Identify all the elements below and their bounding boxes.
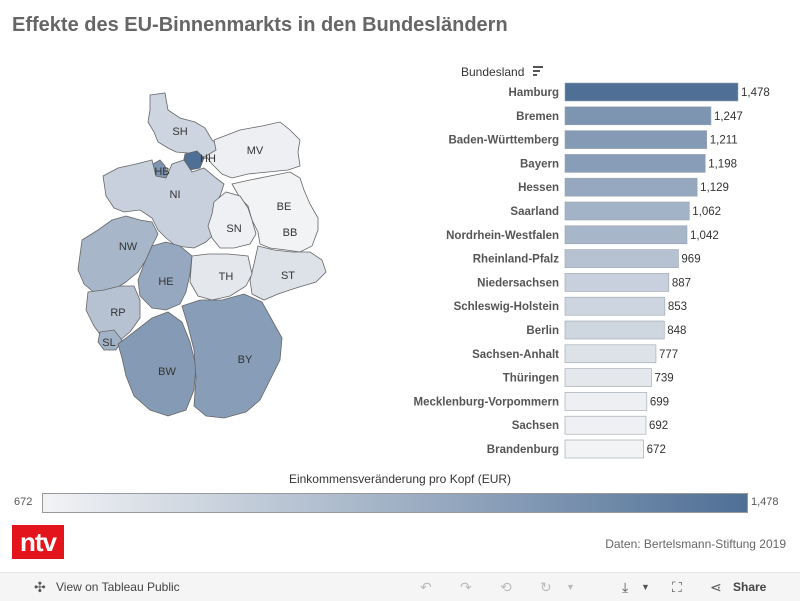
bar[interactable]	[564, 130, 708, 149]
state-label-th: TH	[219, 271, 234, 283]
chart-title: Effekte des EU-Binnenmarkts in den Bunde…	[12, 14, 508, 36]
bar-value-label: 692	[649, 420, 668, 432]
state-label-he: HE	[158, 276, 173, 288]
color-legend-gradient	[42, 493, 748, 513]
bar[interactable]	[564, 106, 712, 126]
state-label-hb: HB	[154, 166, 169, 178]
state-label-sl: SL	[102, 337, 115, 349]
bar-category-label: Baden-Württemberg	[448, 135, 559, 147]
state-label-st: ST	[281, 270, 295, 282]
state-label-bb: BB	[283, 227, 298, 239]
share-icon[interactable]: ⋖	[710, 579, 722, 595]
state-label-mv: MV	[247, 145, 264, 157]
bar-value-label: 1,247	[714, 111, 743, 123]
bar-value-label: 699	[650, 396, 669, 408]
bar-category-label: Bremen	[516, 111, 559, 123]
chevron-down-icon[interactable]: ▼	[641, 582, 650, 592]
state-label-bw: BW	[158, 366, 176, 378]
state-label-ni: NI	[170, 189, 181, 201]
redo-icon[interactable]: ↷	[460, 579, 472, 595]
state-rp[interactable]	[85, 285, 141, 343]
bar[interactable]	[564, 415, 647, 435]
revert-icon[interactable]: ⟲	[500, 579, 512, 595]
bar-value-label: 739	[655, 373, 674, 385]
state-st[interactable]	[249, 245, 327, 301]
bar[interactable]	[564, 296, 666, 316]
bar[interactable]	[564, 225, 688, 245]
download-icon[interactable]: ⤓	[622, 579, 629, 595]
state-label-be: BE	[277, 201, 292, 213]
data-source: Daten: Bertelsmann-Stiftung 2019	[605, 537, 786, 551]
bar-category-label: Brandenburg	[487, 444, 559, 456]
tableau-toolbar: ✣ View on Tableau Public ↶ ↷ ⟲ ↻ ▼ ⤓ ▼ ⛶…	[0, 572, 800, 601]
bar-category-label: Saarland	[510, 206, 559, 218]
legend-min-label: 672	[14, 496, 33, 508]
bar[interactable]	[564, 154, 706, 173]
bar[interactable]	[564, 177, 698, 197]
bar-category-label: Rheinland-Pfalz	[473, 254, 560, 266]
bar-category-label: Schleswig-Holstein	[454, 301, 559, 313]
undo-icon[interactable]: ↶	[420, 579, 432, 595]
bar-value-label: 853	[668, 301, 687, 313]
bar-value-label: 887	[672, 277, 691, 289]
bar[interactable]	[564, 344, 657, 364]
bar-value-label: 1,478	[741, 87, 770, 99]
refresh-icon[interactable]: ↻	[540, 579, 552, 595]
state-label-hh: HH	[200, 153, 216, 165]
bar[interactable]	[564, 320, 665, 340]
bar[interactable]	[564, 201, 690, 221]
view-on-tableau-link[interactable]: View on Tableau Public	[56, 580, 180, 594]
fullscreen-icon[interactable]: ⛶	[672, 579, 682, 595]
state-label-sn: SN	[226, 223, 241, 235]
bar-category-label: Niedersachsen	[477, 277, 559, 289]
state-label-nw: NW	[119, 241, 138, 253]
bar[interactable]	[564, 392, 648, 411]
state-label-rp: RP	[110, 307, 125, 319]
bar-value-label: 1,062	[692, 206, 721, 218]
state-mv[interactable]	[205, 121, 301, 179]
legend-title: Einkommensveränderung pro Kopf (EUR)	[288, 472, 512, 486]
bar-category-label: Bayern	[520, 158, 559, 170]
tableau-icon: ✣	[34, 579, 46, 595]
legend-max-label: 1,478	[751, 496, 779, 508]
bar-category-label: Hamburg	[509, 87, 559, 99]
bar-category-label: Berlin	[526, 325, 559, 337]
bar-value-label: 969	[681, 254, 700, 266]
bar-category-label: Sachsen	[512, 420, 559, 432]
state-sl[interactable]	[97, 329, 123, 351]
bar-category-label: Hessen	[518, 182, 559, 194]
bar[interactable]	[564, 273, 670, 292]
bar[interactable]	[564, 82, 739, 102]
chevron-down-icon[interactable]: ▼	[566, 582, 575, 592]
bar-value-label: 1,198	[708, 158, 737, 170]
bar-chart: Bundesland Hamburg 1,478 Bremen 1,247 Baden-W…	[414, 65, 770, 459]
bar[interactable]	[564, 368, 652, 387]
bar-value-label: 777	[659, 349, 678, 361]
bar-value-label: 848	[667, 325, 686, 337]
state-th[interactable]	[189, 253, 253, 301]
state-by[interactable]	[181, 293, 283, 419]
state-bw[interactable]	[117, 311, 197, 417]
bar-value-label: 1,211	[710, 135, 738, 147]
bar-value-label: 672	[647, 444, 666, 456]
share-button[interactable]: Share	[733, 580, 767, 594]
sort-header[interactable]: Bundesland	[461, 65, 524, 79]
state-label-sh: SH	[172, 126, 187, 138]
bar-category-label: Sachsen-Anhalt	[472, 349, 559, 361]
bar-value-label: 1,129	[700, 182, 729, 194]
state-he[interactable]	[137, 241, 193, 311]
state-sn[interactable]	[207, 191, 257, 249]
bar-value-label: 1,042	[690, 230, 719, 242]
bar[interactable]	[564, 249, 679, 268]
bar-category-label: Thüringen	[503, 373, 559, 385]
bar[interactable]	[564, 439, 644, 459]
sort-icon[interactable]	[533, 66, 543, 76]
ntv-logo: ntv	[12, 525, 64, 559]
state-label-by: BY	[238, 354, 253, 366]
bar-category-label: Nordrhein-Westfalen	[446, 230, 559, 242]
bar-category-label: Mecklenburg-Vorpommern	[414, 396, 559, 408]
